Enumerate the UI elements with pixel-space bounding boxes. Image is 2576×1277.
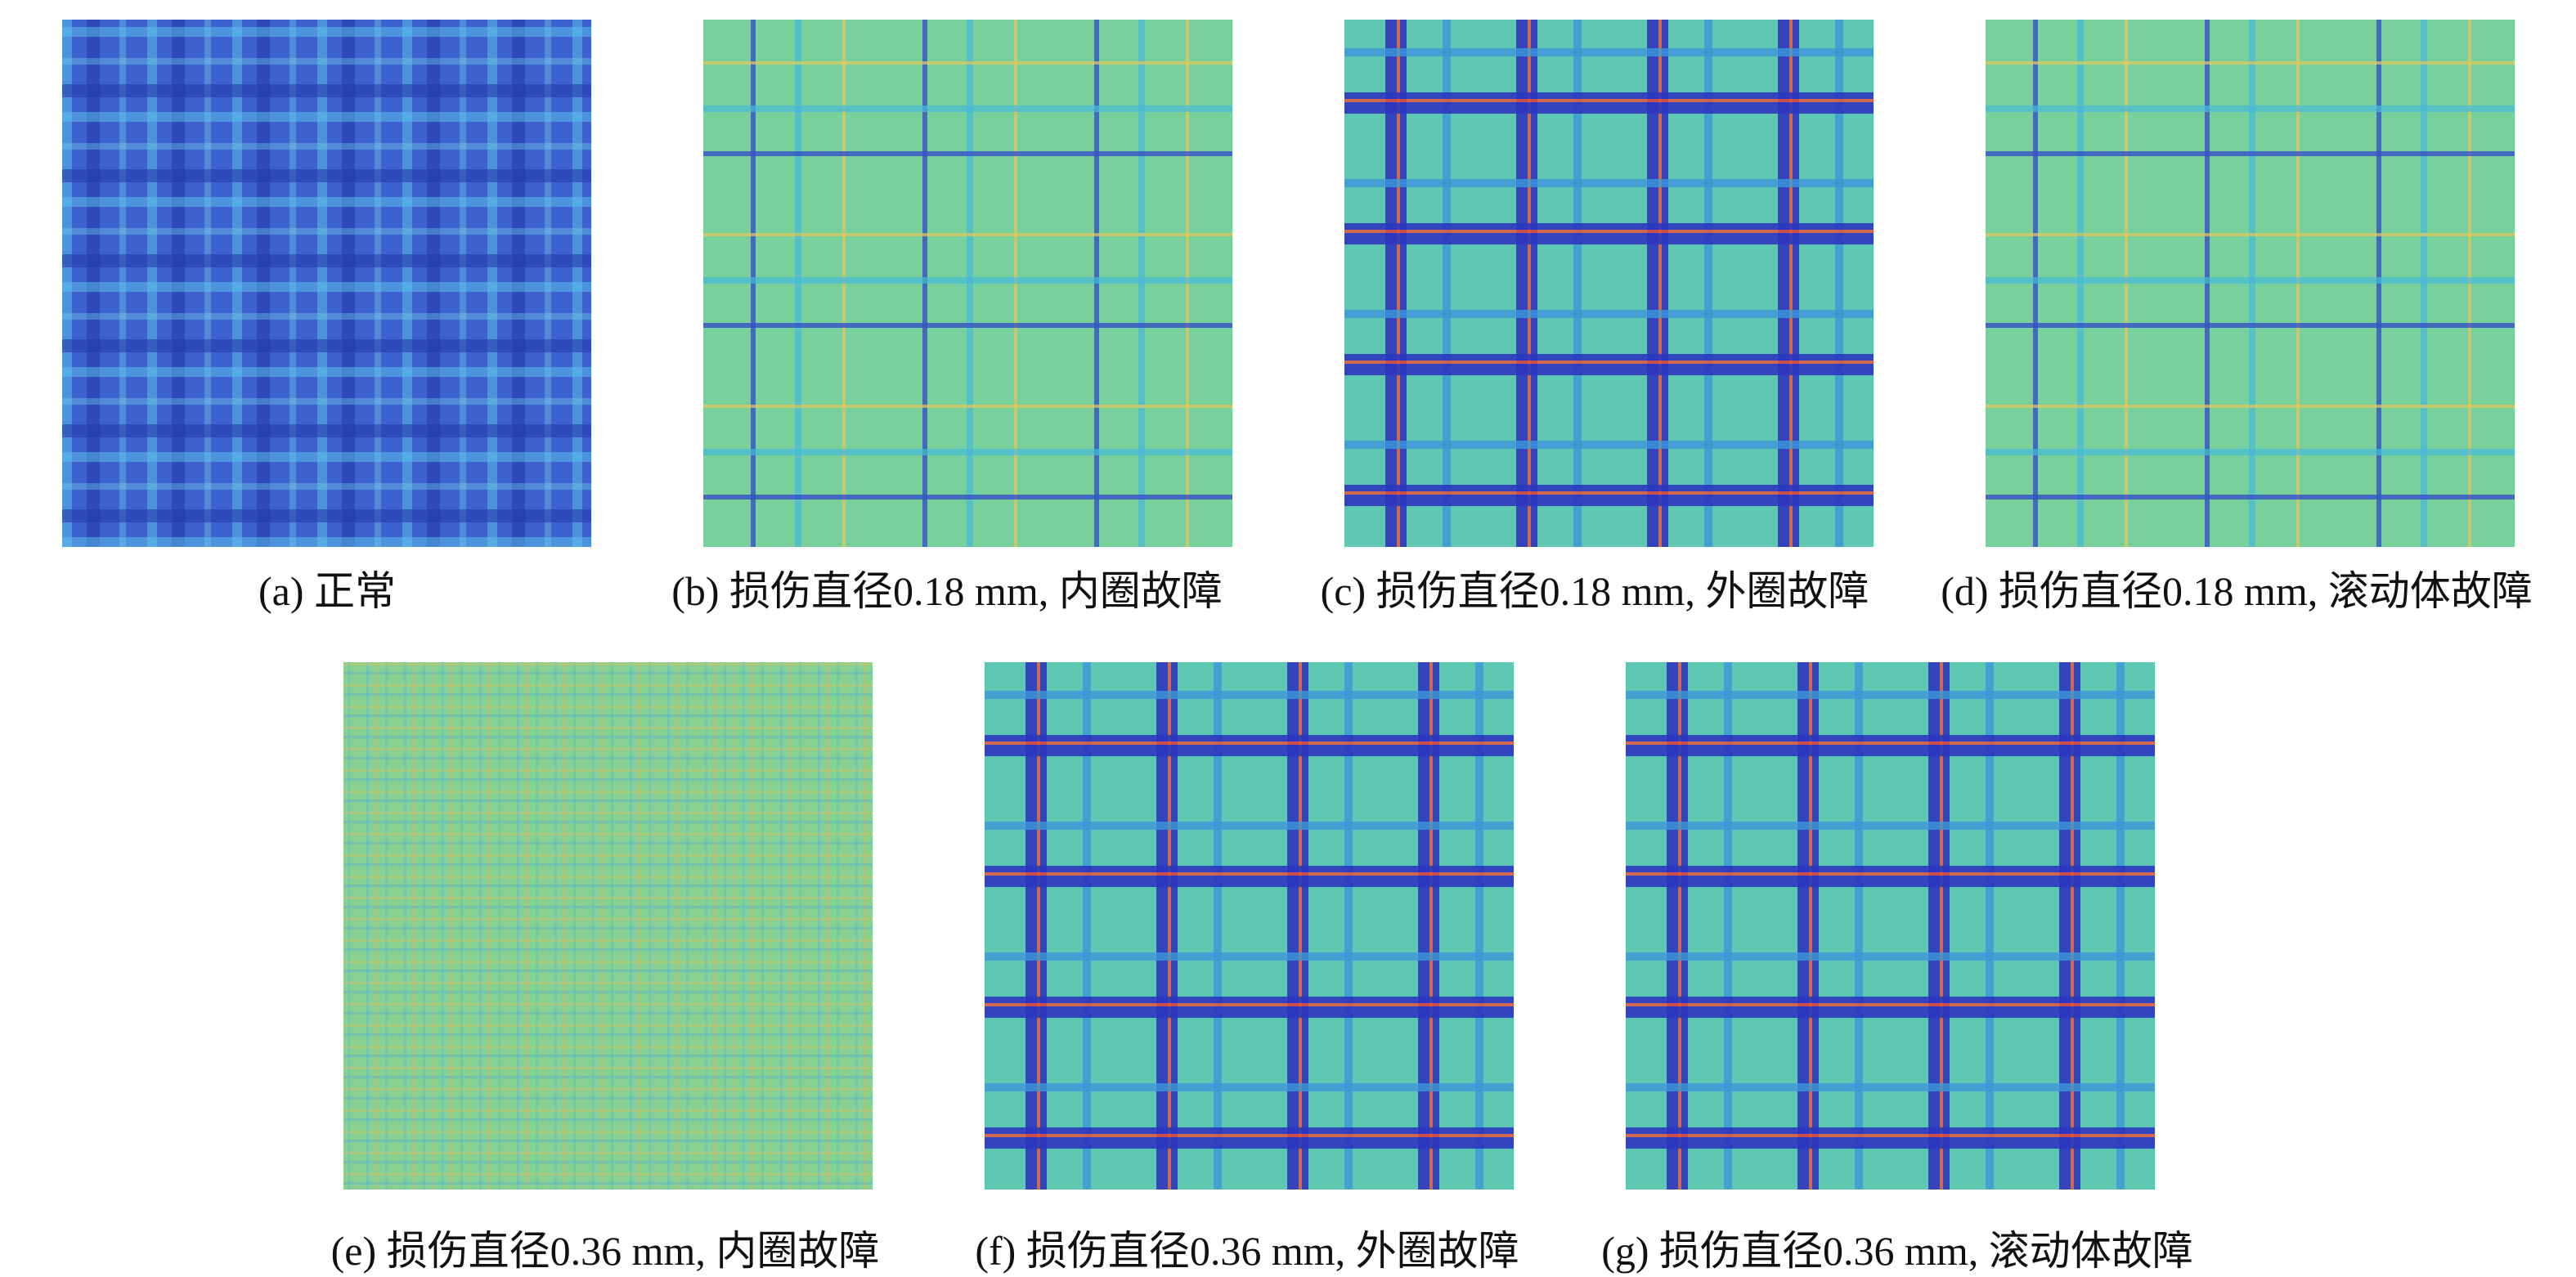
heatmap-image: [1986, 20, 2515, 547]
caption: (b) 损伤直径0.18 mm, 内圈故障: [671, 568, 1223, 614]
caption: (c) 损伤直径0.18 mm, 外圈故障: [1320, 568, 1869, 614]
heatmap-image: [1344, 20, 1874, 547]
caption: (g) 损伤直径0.36 mm, 滚动体故障: [1601, 1228, 2193, 1274]
heatmap-image: [343, 662, 873, 1190]
heatmap-image: [985, 662, 1514, 1190]
heatmap-image: [1626, 662, 2155, 1190]
caption: (d) 损伤直径0.18 mm, 滚动体故障: [1941, 568, 2533, 614]
caption: (f) 损伤直径0.36 mm, 外圈故障: [975, 1228, 1519, 1274]
caption: (a) 正常: [258, 568, 396, 614]
heatmap-image: [703, 20, 1232, 547]
heatmap-image: [62, 20, 591, 547]
caption: (e) 损伤直径0.36 mm, 内圈故障: [330, 1228, 880, 1274]
